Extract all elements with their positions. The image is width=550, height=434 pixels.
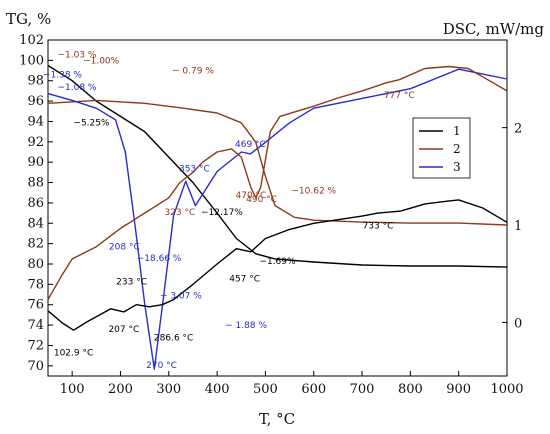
annotation: −5.25% xyxy=(73,119,110,129)
annotation: 469 °C xyxy=(235,140,266,150)
y-left-tick-label: 88 xyxy=(27,176,44,191)
y-right-tick-label: 2 xyxy=(514,122,522,137)
annotation: −1.69% xyxy=(259,257,296,267)
y-left-tick-label: 80 xyxy=(27,257,44,272)
annotation: − 1.88 % xyxy=(225,321,267,331)
y-left-tick-label: 84 xyxy=(27,216,44,231)
legend-label: 1 xyxy=(453,124,461,138)
x-tick-label: 1000 xyxy=(490,382,523,397)
y-left-tick-label: 102 xyxy=(19,33,44,48)
x-tick-label: 800 xyxy=(398,382,423,397)
y-left-tick-label: 100 xyxy=(19,53,44,68)
legend-label: 2 xyxy=(453,142,461,156)
annotation: 457 °C xyxy=(229,274,260,284)
x-tick-label: 600 xyxy=(301,382,326,397)
series-line-3 xyxy=(47,68,508,370)
annotation: −1.08 % xyxy=(57,83,96,93)
y-left-label: TG, % xyxy=(6,10,51,28)
annotation: −12.17% xyxy=(201,208,243,218)
y-right-label: DSC, mW/mg xyxy=(443,20,545,38)
x-tick-label: 700 xyxy=(350,382,375,397)
annotation: 208 °C xyxy=(109,243,140,253)
annotation: −10.62 % xyxy=(291,187,336,197)
series-line-curve-4 xyxy=(47,65,508,300)
series xyxy=(47,64,508,370)
annotation: 470 °C xyxy=(236,191,267,201)
annotation: 777 °C xyxy=(384,91,415,101)
y-left-tick-label: 92 xyxy=(27,135,44,150)
x-tick-label: 300 xyxy=(156,382,181,397)
annotation: −1.03 % xyxy=(57,50,96,60)
x-tick-label: 500 xyxy=(253,382,278,397)
annotation: −1.00% xyxy=(83,56,120,66)
annotations: −1.03 %−1.00% − 0.79 % −1.38 % −1.08 % −5.25… xyxy=(43,50,415,371)
annotation: 733 °C xyxy=(363,221,394,231)
annotation: 270 °C xyxy=(146,361,177,371)
x-tick-label: 400 xyxy=(205,382,230,397)
y-left-tick-label: 70 xyxy=(27,359,44,374)
annotation: − 3.07 % xyxy=(160,292,202,302)
y-left-tick-label: 74 xyxy=(27,318,44,333)
annotation: −18.66 % xyxy=(137,254,182,264)
annotation: 490 °C xyxy=(246,195,277,205)
series-line-1 xyxy=(47,64,508,268)
annotation: 353 °C xyxy=(179,164,210,174)
y-left-tick-label: 78 xyxy=(27,277,44,292)
annotation: 323 °C xyxy=(164,208,195,218)
y-right-tick-label: 1 xyxy=(514,219,522,234)
x-tick-label: 900 xyxy=(446,382,471,397)
legend-box xyxy=(412,117,471,179)
legend-label: 3 xyxy=(453,160,461,174)
ticks: 100 200 300 400 500 600 700 800 900 1000707274767… xyxy=(19,33,523,397)
y-left-tick-label: 72 xyxy=(27,338,44,353)
series-line-curve-3 xyxy=(47,199,508,331)
y-right-tick-label: 0 xyxy=(514,316,522,331)
x-tick-label: 200 xyxy=(108,382,133,397)
y-left-tick-label: 94 xyxy=(27,114,44,129)
x-axis-label: T, °C xyxy=(259,410,295,428)
x-tick-label: 100 xyxy=(60,382,85,397)
annotation: 102.9 °C xyxy=(54,349,93,359)
annotation: − 0.79 % xyxy=(172,67,214,77)
legend: 1 2 3 xyxy=(412,117,471,179)
y-left-tick-label: 82 xyxy=(27,237,44,252)
annotation: 207 °C xyxy=(108,325,139,335)
annotation: −1.38 % xyxy=(43,71,82,81)
y-left-tick-label: 96 xyxy=(27,94,44,109)
annotation: 233 °C xyxy=(116,277,147,287)
y-left-tick-label: 98 xyxy=(27,74,44,89)
y-left-tick-label: 90 xyxy=(27,155,44,170)
annotation: 286.6 °C xyxy=(154,333,193,343)
axes xyxy=(47,39,508,377)
y-left-tick-label: 86 xyxy=(27,196,44,211)
y-left-tick-label: 76 xyxy=(27,298,44,313)
plot-frame xyxy=(47,39,508,377)
series-line-2 xyxy=(47,99,508,226)
